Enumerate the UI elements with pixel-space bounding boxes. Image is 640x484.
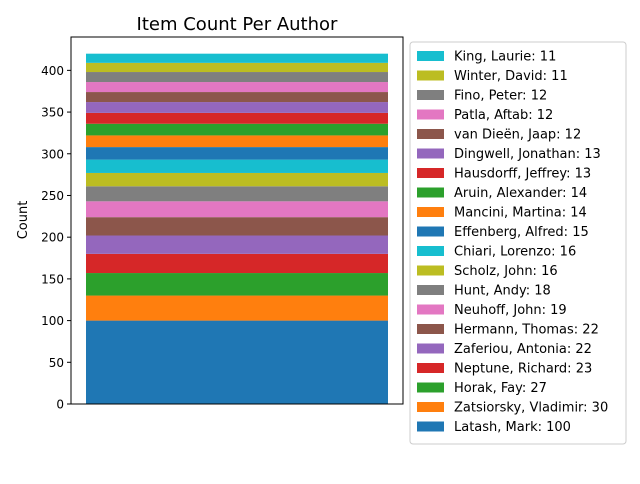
legend-swatch [417, 363, 444, 373]
legend-label: Scholz, John: 16 [454, 264, 558, 279]
y-tick-label: 300 [41, 147, 64, 161]
legend-label: Aruin, Alexander: 14 [454, 186, 587, 201]
bar-segment [86, 186, 388, 202]
legend-swatch [417, 148, 444, 159]
y-axis-ticks: 0 50 100 150 200 250 300 350 400 [41, 64, 71, 412]
y-tick-label: 0 [56, 398, 64, 412]
legend-label: Latash, Mark: 100 [454, 420, 571, 435]
legend-label: Neuhoff, John: 19 [454, 303, 567, 318]
legend-swatch [417, 382, 444, 393]
bar-segment [86, 217, 388, 236]
bar-segment [86, 201, 388, 218]
y-tick-label: 200 [41, 231, 64, 245]
legend-box [409, 41, 627, 445]
legend-swatch [417, 90, 444, 100]
legend-swatch [417, 187, 444, 198]
chart-title: Item Count Per Author [137, 14, 338, 35]
legend-label: Hermann, Thomas: 22 [454, 323, 599, 338]
bar-segment [86, 53, 388, 63]
legend-swatch [417, 421, 444, 432]
legend-label: van Dieën, Jaap: 12 [454, 128, 581, 143]
y-tick-label: 50 [49, 356, 64, 370]
bar-stack [86, 53, 388, 404]
bar-segment [86, 102, 388, 113]
bar-segment [86, 72, 388, 83]
plot-frame [70, 36, 404, 405]
axes [70, 36, 404, 405]
legend-label: Dingwell, Jonathan: 13 [454, 147, 601, 162]
legend-swatch [417, 70, 444, 81]
legend-label: Horak, Fay: 27 [454, 381, 547, 396]
legend-label: Hunt, Andy: 18 [454, 284, 551, 299]
bar-segment [86, 82, 388, 93]
legend-swatch [417, 109, 444, 120]
legend-swatch [417, 168, 444, 178]
y-axis-label: Count [16, 201, 31, 240]
legend-swatch [417, 343, 444, 354]
legend-swatch [417, 265, 444, 276]
legend-swatch [417, 402, 444, 412]
bar-segment [86, 62, 388, 73]
legend-label: Neptune, Richard: 23 [454, 362, 592, 377]
legend-label: Chiari, Lorenzo: 16 [454, 245, 576, 260]
bar-segment [86, 147, 388, 160]
legend-swatch [417, 246, 444, 256]
legend-swatch [417, 304, 444, 315]
legend-swatch [417, 324, 444, 334]
bar-segment [86, 295, 388, 321]
legend-swatch [417, 285, 444, 295]
legend-swatch [417, 226, 444, 237]
y-tick-label: 100 [41, 314, 64, 328]
legend-label: Zatsiorsky, Vladimir: 30 [454, 401, 608, 416]
legend-label: Zaferiou, Antonia: 22 [454, 342, 592, 357]
bar-segment [86, 172, 388, 187]
y-tick-label: 150 [41, 272, 64, 286]
bar-segment [86, 112, 388, 124]
legend-label: Mancini, Martina: 14 [454, 206, 587, 221]
bar-segment [86, 253, 388, 274]
legend-label: Fino, Peter: 12 [454, 89, 547, 104]
bar-segment [86, 273, 388, 296]
legend-label: Winter, David: 11 [454, 69, 568, 84]
y-tick-label: 350 [41, 106, 64, 120]
bar-segment [86, 320, 388, 404]
bar-segment [86, 135, 388, 148]
y-tick-label: 250 [41, 189, 64, 203]
legend-swatch [417, 129, 444, 139]
legend: King, Laurie: 11 Winter, David: 11 Fino, P… [409, 41, 627, 445]
bar-segment [86, 235, 388, 254]
legend-label: Effenberg, Alfred: 15 [454, 225, 589, 240]
legend-swatch [417, 207, 444, 217]
legend-swatch [417, 51, 444, 61]
bar-segment [86, 159, 388, 173]
bar-segment [86, 92, 388, 103]
legend-label: Hausdorff, Jeffrey: 13 [454, 167, 591, 182]
legend-label: King, Laurie: 11 [454, 50, 556, 65]
y-tick-label: 400 [41, 64, 64, 78]
legend-label: Patla, Aftab: 12 [454, 108, 553, 123]
bar-segment [86, 123, 388, 136]
